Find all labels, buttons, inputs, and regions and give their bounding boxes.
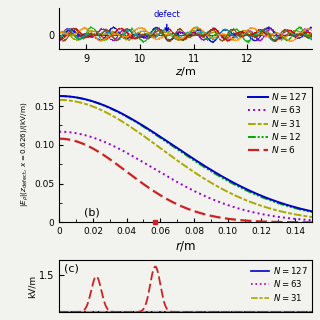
- $N = 6$: [226, 217, 230, 221]
- $N = 31$: [122, 121, 126, 125]
- $N = 12$: [57, 94, 61, 98]
- $N = 12$: [226, 179, 230, 183]
- $N = 127$: [172, 144, 175, 148]
- $N = 127$: [206, 166, 210, 170]
- $N = 12$: [102, 104, 106, 108]
- $N = 127$: [102, 103, 106, 107]
- $N = 31$: [248, 200, 252, 204]
- $N = 31$: [310, 215, 314, 219]
- Legend: $N = 127$, $N = 63$, $N = 31$, $N = 12$, $N = 6$: $N = 127$, $N = 63$, $N = 31$, $N = 12$,…: [248, 91, 308, 155]
- $N = 6$: [206, 213, 210, 217]
- Text: (c): (c): [64, 264, 79, 274]
- $N = 12$: [310, 210, 314, 214]
- $N = 31$: [172, 156, 175, 160]
- $N = 127$: [248, 189, 252, 193]
- $N = 6$: [172, 201, 175, 204]
- $N = 12$: [122, 113, 126, 117]
- Line: $N = 63$: $N = 63$: [59, 132, 312, 220]
- Line: $N = 12$: $N = 12$: [59, 96, 312, 212]
- $N = 63$: [122, 149, 126, 153]
- Text: (b): (b): [84, 208, 100, 218]
- Line: $N = 127$: $N = 127$: [59, 96, 312, 211]
- $N = 31$: [57, 98, 61, 102]
- $N = 63$: [206, 196, 210, 199]
- X-axis label: $r$/m: $r$/m: [175, 239, 196, 253]
- $N = 6$: [122, 168, 126, 172]
- $N = 6$: [57, 137, 61, 140]
- $N = 31$: [226, 190, 230, 194]
- $N = 127$: [122, 113, 126, 117]
- $N = 127$: [57, 94, 61, 98]
- Line: $N = 6$: $N = 6$: [59, 139, 312, 222]
- $N = 63$: [310, 218, 314, 222]
- $N = 12$: [206, 168, 210, 172]
- $N = 12$: [248, 190, 252, 194]
- X-axis label: $z$/m: $z$/m: [175, 65, 196, 78]
- $N = 6$: [248, 219, 252, 223]
- $N = 127$: [226, 178, 230, 182]
- Text: defect: defect: [153, 10, 180, 31]
- $N = 63$: [102, 140, 106, 144]
- $N = 31$: [206, 179, 210, 183]
- $N = 63$: [226, 203, 230, 207]
- $N = 6$: [310, 220, 314, 224]
- $N = 127$: [310, 209, 314, 213]
- $N = 12$: [172, 145, 175, 149]
- Y-axis label: $|E_\rho|(z_\mathrm{defect},\, x=0.626)/(\mathrm{kV/m})$: $|E_\rho|(z_\mathrm{defect},\, x=0.626)/…: [20, 102, 31, 207]
- $N = 63$: [172, 178, 175, 182]
- $N = 6$: [102, 153, 106, 157]
- Line: $N = 31$: $N = 31$: [59, 100, 312, 217]
- Legend: $N = 127$, $N = 63$, $N = 31$: $N = 127$, $N = 63$, $N = 31$: [251, 265, 308, 303]
- $N = 63$: [57, 130, 61, 134]
- $N = 31$: [102, 109, 106, 113]
- Y-axis label: kV/m: kV/m: [27, 275, 36, 298]
- $N = 63$: [248, 210, 252, 213]
